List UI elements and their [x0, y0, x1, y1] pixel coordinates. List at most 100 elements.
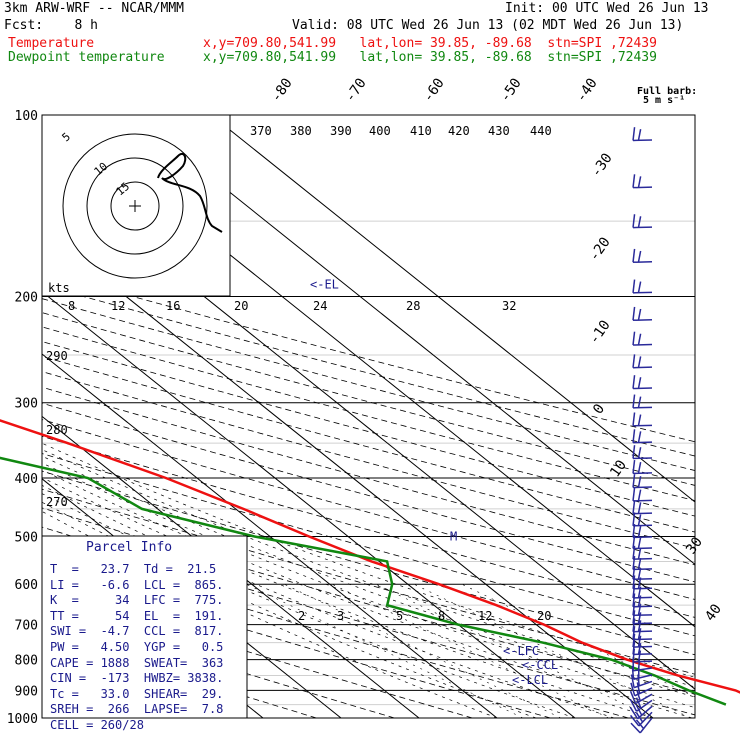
barb-flag	[637, 674, 640, 687]
mixing-ratio-line	[332, 583, 609, 718]
barb-staff	[633, 424, 653, 427]
barb-flag	[632, 375, 636, 389]
dry-adiabat	[42, 298, 695, 471]
pressure-tick-label: 100	[15, 109, 38, 124]
barb-flag	[632, 429, 636, 443]
barb-flag	[632, 487, 636, 501]
wind-barb	[632, 354, 653, 369]
isotherm-label: -20	[586, 234, 614, 264]
barb-flag	[630, 674, 635, 688]
theta-e-label: 420	[448, 124, 470, 138]
barb-staff	[633, 547, 653, 550]
dewpoint-location-info: x,y=709.80,541.99 lat,lon= 39.85, -89.68…	[203, 50, 657, 65]
dewpoint-legend: Dewpoint temperature	[8, 50, 165, 65]
dry-adiabat	[42, 587, 473, 718]
theta-e-label: 390	[330, 124, 352, 138]
barb-flag	[632, 500, 636, 514]
barb-staff	[633, 343, 653, 346]
dewpoint-trace	[0, 456, 727, 706]
wind-barb	[632, 375, 653, 390]
theta-e-label: 380	[290, 124, 312, 138]
hodograph-ring	[110, 181, 160, 231]
pressure-tick-label: 800	[15, 654, 38, 669]
barb-flag	[632, 354, 636, 368]
barb-staff	[633, 260, 653, 264]
wind-barbs	[629, 127, 653, 734]
pressure-tick-label: 300	[15, 397, 38, 412]
wind-barb	[632, 429, 653, 444]
isotherm-label: -80	[268, 75, 296, 105]
barb-flag	[632, 214, 636, 228]
isotherm-label: 0	[590, 401, 608, 417]
barb-flag	[637, 612, 642, 624]
level-marker: <-EL	[310, 277, 339, 291]
barb-staff	[633, 486, 653, 489]
dry-adiabat	[42, 271, 695, 443]
barb-flag	[632, 512, 636, 526]
theta-e-label: 400	[369, 124, 391, 138]
barb-staff	[633, 645, 653, 648]
parcel-info-row: SREH = 266 LAPSE= 7.8	[50, 702, 224, 717]
barb-staff	[633, 557, 653, 560]
barb-staff	[633, 499, 653, 502]
barb-staff	[633, 622, 653, 625]
barb-flag	[637, 643, 642, 655]
isotherm-label: -10	[586, 317, 614, 347]
pressure-tick-label: 900	[15, 684, 38, 699]
temperature-trace	[0, 419, 740, 694]
barb-flag	[632, 174, 636, 188]
barb-flag	[637, 557, 642, 570]
barb-flag	[637, 129, 642, 141]
wind-barb	[632, 394, 653, 409]
mixing-ratio-line	[246, 583, 524, 718]
barb-staff	[633, 536, 653, 539]
pressure-tick-label: 700	[15, 619, 38, 634]
wind-barb	[632, 535, 653, 550]
pressure-tick-label: 200	[15, 291, 38, 306]
speed-label: 28	[406, 299, 420, 313]
barb-flag	[637, 396, 642, 409]
barb-staff	[633, 614, 653, 617]
barb-flag	[631, 665, 635, 680]
mixing-ratio-line	[376, 583, 653, 718]
wind-barb	[632, 512, 653, 527]
barb-flag	[632, 459, 636, 474]
barb-flag	[632, 535, 636, 549]
mixing-ratio-line	[461, 583, 695, 698]
barb-staff	[633, 605, 653, 608]
barb-staff	[633, 577, 653, 581]
theta-label: 270	[46, 495, 68, 509]
pressure-tick-label: 400	[15, 472, 38, 487]
barb-staff	[633, 680, 653, 689]
hodograph-trace	[157, 152, 223, 233]
speed-label: 16	[166, 299, 180, 313]
wind-barb	[632, 474, 653, 489]
barb-flag	[637, 635, 642, 648]
mixing-ratio-label: 20	[537, 609, 551, 623]
barb-flag	[632, 626, 636, 640]
barb-flag	[637, 603, 642, 616]
mixing-ratio-label: 5	[396, 609, 403, 623]
mixing-ratio-label: 12	[478, 609, 492, 623]
theta-e-label: 430	[488, 124, 510, 138]
parcel-info-title: Parcel Info	[86, 540, 173, 555]
barb-flag	[635, 697, 642, 709]
parcel-info-row: K = 34 LFC = 775.	[50, 593, 224, 608]
barb-flag	[635, 712, 644, 723]
barb-flag	[632, 248, 636, 263]
moist-adiabat	[42, 449, 695, 688]
barb-flag	[637, 537, 642, 549]
isotherm-label: 10	[607, 457, 630, 480]
barb-flag	[637, 525, 642, 538]
barb-flag	[632, 306, 636, 321]
barb-flag	[637, 377, 642, 389]
wind-barb	[632, 555, 653, 571]
wind-barb	[632, 500, 653, 515]
barb-flag	[632, 584, 636, 599]
theta-label: 290	[46, 349, 68, 363]
barb-staff	[639, 717, 653, 734]
barb-flag	[632, 610, 636, 624]
forecast-hour: Fcst: 8 h	[4, 18, 98, 33]
parcel-info-row: CELL = 260/28	[50, 718, 144, 732]
